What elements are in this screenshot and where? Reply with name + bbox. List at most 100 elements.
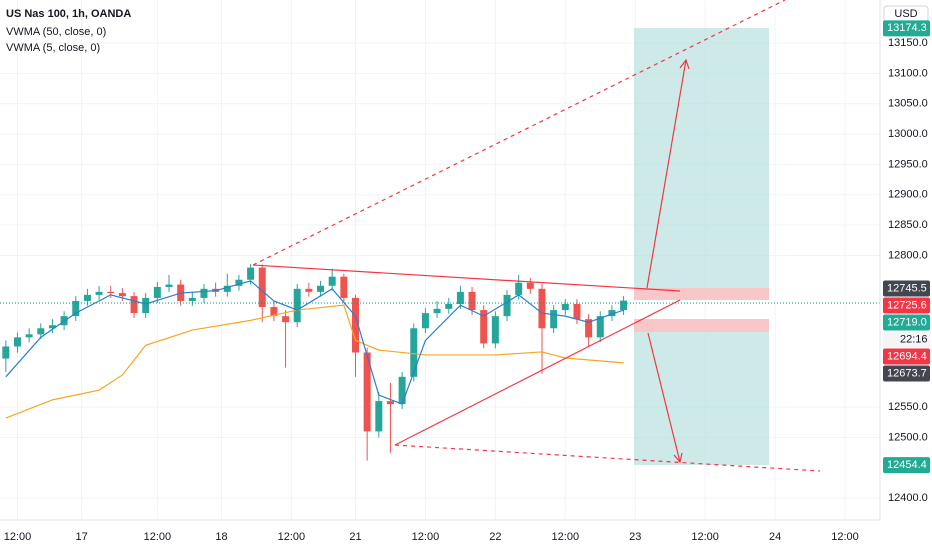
price-label: 12673.7 [887,367,927,379]
price-label-box [883,348,930,365]
x-tick-label: 24 [769,531,781,543]
y-tick-label: 13050.0 [888,98,928,110]
candle-body [223,285,231,292]
y-tick-label: 12800.0 [888,249,928,261]
candle-body [421,313,429,329]
x-tick-label: 12:00 [144,531,172,543]
candle-body [25,334,33,338]
candle-body [433,308,441,314]
candle-body [13,337,21,347]
candle-body [258,267,266,308]
candle-body [83,294,91,301]
candle-body [130,296,138,314]
candle-body [620,300,628,311]
x-tick-label: 12:00 [278,531,306,543]
candle-body [351,297,359,353]
price-label-box [883,280,930,297]
candle-body [200,288,208,298]
price-label: 12719.0 [887,316,927,328]
price-label-box [883,297,930,314]
candle-body [386,401,394,405]
price-label-box [883,457,930,474]
arrow [646,59,687,289]
candle-body [526,282,534,289]
candle-body [37,328,45,335]
candle-body [480,310,488,344]
x-tick-label: 22 [489,531,501,543]
candle-body [491,316,499,344]
candle-body [107,291,115,294]
candle-body [585,319,593,338]
candle-body [188,297,196,301]
price-label: 12454.4 [887,459,927,471]
target-zone [634,332,769,465]
candle-body [165,284,173,288]
arrow-head [679,58,690,70]
candle-body [363,352,371,432]
target-zone [634,28,769,288]
candle-body [2,346,10,359]
candle-body [72,300,80,317]
y-tick-label: 12950.0 [888,158,928,170]
price-label-box [883,20,930,37]
currency: USD [894,8,917,20]
candle-body [398,376,406,405]
x-tick-label: 17 [75,531,87,543]
candle-body [445,303,453,309]
candle-body [282,316,290,323]
candle-body [118,293,126,297]
price-label: 12694.4 [887,350,927,362]
x-tick-label: 12:00 [691,531,719,543]
candle-body [48,325,56,329]
stop-zone [634,288,769,300]
axis-labels: 12400.0 12500.0 12550.0 12800.0 12850.0 12900… [4,20,930,543]
y-tick-label: 12900.0 [888,189,928,201]
trend-line [394,299,681,446]
candle-body [608,310,616,317]
x-tick-label: 23 [629,531,641,543]
trend-line [252,264,681,292]
candle-body [503,294,511,317]
candle-body [235,279,243,286]
price-label-box [883,365,930,382]
stop-zone [634,319,769,332]
arrow [647,332,681,463]
arrow-head [673,452,683,464]
candle-body [468,291,476,311]
candle-body [538,288,546,329]
x-tick-label: 12:00 [412,531,440,543]
indicator-line [5,304,624,419]
indicator-line [5,280,624,405]
candle-body [515,282,523,295]
drawings [252,0,821,472]
plot [2,263,628,461]
y-tick-label: 12550.0 [888,401,928,413]
candle-body [247,267,255,280]
chart-title: US Nas 100, 1h, OANDA [6,8,131,20]
legend-entry: VWMA (50, close, 0) [6,26,106,38]
x-tick-label: 18 [215,531,227,543]
candle-body [550,310,558,329]
price-label-box [883,314,930,331]
candle-body [142,297,150,314]
price-label: 12745.5 [887,282,927,294]
candle-body [340,276,348,298]
candle-body [573,303,581,320]
candle-body [561,303,569,311]
candle-body [596,316,604,338]
trend-line [394,444,821,472]
countdown-box [883,331,930,348]
trend-line [252,0,786,266]
candle-body [328,276,336,286]
price-label: 13174.3 [887,22,927,34]
y-tick-label: 12500.0 [888,431,928,443]
candle-body [317,285,325,292]
y-tick-label: 13000.0 [888,128,928,140]
y-tick-label: 13150.0 [888,37,928,49]
y-tick-label: 12400.0 [888,492,928,504]
candle-body [95,291,103,295]
candle-body [410,328,418,377]
